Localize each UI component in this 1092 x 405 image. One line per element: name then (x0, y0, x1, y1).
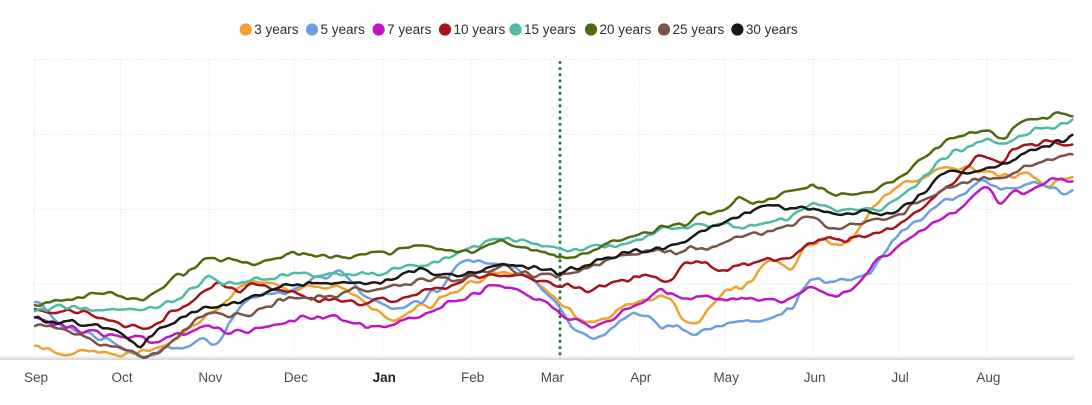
svg-text:10 years: 10 years (454, 22, 506, 37)
svg-text:Apr: Apr (630, 370, 652, 385)
svg-text:Jan: Jan (373, 370, 396, 385)
svg-text:Sep: Sep (24, 370, 48, 385)
svg-text:May: May (713, 370, 739, 385)
svg-text:Jul: Jul (891, 370, 908, 385)
svg-text:Jun: Jun (804, 370, 826, 385)
svg-text:Aug: Aug (976, 370, 1000, 385)
svg-text:3 years: 3 years (254, 22, 299, 37)
svg-text:25 years: 25 years (673, 22, 725, 37)
svg-text:20 years: 20 years (600, 22, 652, 37)
svg-text:Mar: Mar (541, 370, 565, 385)
svg-text:Nov: Nov (198, 370, 222, 385)
svg-text:30 years: 30 years (746, 22, 798, 37)
svg-text:Dec: Dec (284, 370, 308, 385)
svg-text:15 years: 15 years (524, 22, 576, 37)
svg-text:Feb: Feb (461, 370, 484, 385)
svg-text:7 years: 7 years (387, 22, 432, 37)
svg-text:Oct: Oct (111, 370, 132, 385)
svg-text:5 years: 5 years (321, 22, 366, 37)
